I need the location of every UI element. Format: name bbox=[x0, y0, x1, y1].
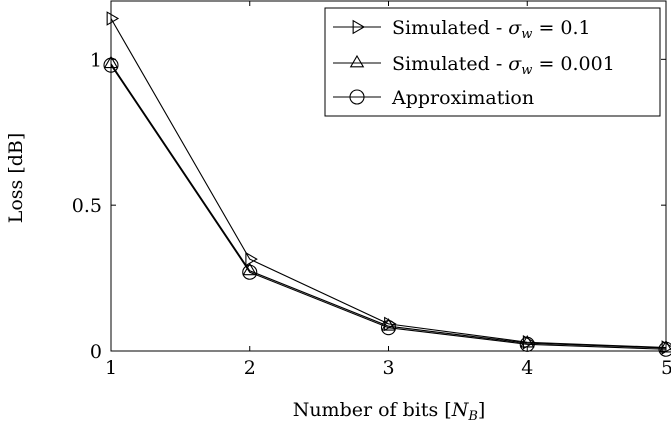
legend-marker-1 bbox=[352, 19, 366, 35]
x-tick-label: 1 bbox=[105, 357, 117, 379]
x-tick-label: 3 bbox=[382, 357, 394, 379]
x-tick-label: 4 bbox=[521, 357, 533, 379]
y-tick-label: 0 bbox=[90, 341, 102, 363]
legend-label-2: Simulated - σw = 0.001 bbox=[392, 53, 615, 78]
data-point-series-3 bbox=[242, 264, 258, 280]
x-tick-label: 5 bbox=[661, 357, 671, 379]
legend: Simulated - σw = 0.1 Simulated - σw = 0.0… bbox=[324, 7, 661, 117]
series-markers bbox=[103, 11, 671, 357]
data-point-series-2 bbox=[381, 318, 396, 331]
x-tick-labels: 1 2 3 4 5 bbox=[105, 357, 671, 379]
data-point-series-2 bbox=[103, 55, 119, 69]
data-point-series-3 bbox=[103, 57, 119, 73]
axis-ticks bbox=[110, 1, 667, 352]
x-axis-title: Number of bits [NB] bbox=[293, 399, 486, 424]
data-point-series-2 bbox=[658, 339, 671, 353]
y-tick-labels: 00.51 bbox=[72, 49, 102, 363]
data-point-series-2 bbox=[519, 335, 535, 348]
data-point-series-3 bbox=[519, 336, 535, 352]
legend-label-3: Approximation bbox=[391, 87, 534, 109]
data-point-series-1 bbox=[106, 11, 120, 26]
series-line-1 bbox=[110, 18, 667, 349]
plot-area bbox=[103, 0, 671, 357]
y-tick-label: 1 bbox=[90, 49, 102, 71]
legend-box bbox=[324, 7, 661, 117]
legend-entries: Simulated - σw = 0.1 Simulated - σw = 0.0… bbox=[333, 17, 615, 109]
data-point-series-2 bbox=[242, 262, 258, 276]
legend-label-1: Simulated - σw = 0.1 bbox=[392, 17, 591, 42]
y-tick-label: 0.5 bbox=[72, 195, 102, 217]
data-point-series-1 bbox=[245, 251, 258, 267]
legend-marker-2 bbox=[349, 54, 365, 68]
data-point-series-3 bbox=[658, 341, 671, 357]
series-line-2 bbox=[110, 63, 667, 349]
legend-marker-3 bbox=[349, 89, 365, 105]
x-tick-label: 2 bbox=[244, 357, 256, 379]
data-point-series-3 bbox=[380, 320, 397, 336]
y-axis-title: Loss [dB] bbox=[5, 133, 27, 224]
